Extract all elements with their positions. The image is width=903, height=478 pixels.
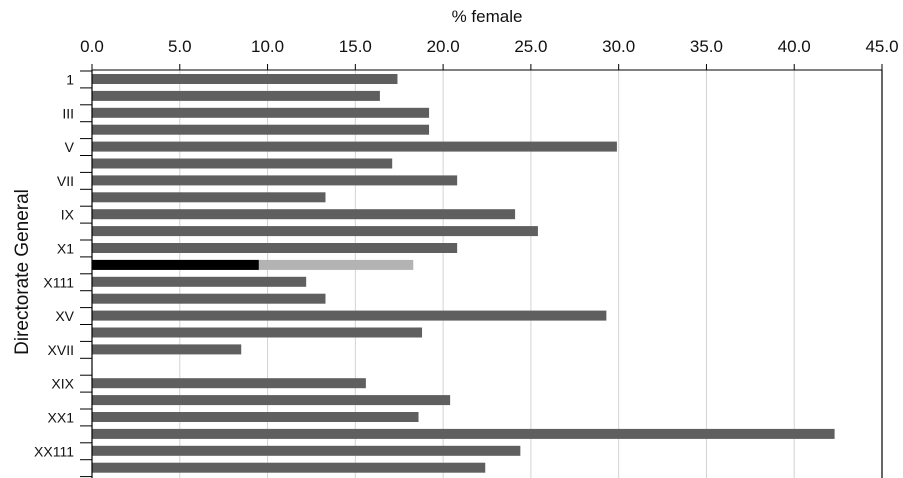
bar xyxy=(92,74,398,84)
bar xyxy=(92,310,607,321)
bar xyxy=(92,124,430,135)
category-label: X1 xyxy=(57,240,74,256)
x-axis-title: % female xyxy=(452,7,523,26)
category-label: XVII xyxy=(48,342,74,358)
axes xyxy=(80,64,883,478)
x-tick-label: 45.0 xyxy=(865,37,898,56)
bar xyxy=(92,175,458,186)
bar xyxy=(92,412,419,422)
x-tick-label: 0.0 xyxy=(80,37,104,56)
bar xyxy=(92,428,835,439)
bar xyxy=(92,395,451,406)
category-label: XX111 xyxy=(34,443,74,459)
bar xyxy=(92,276,307,287)
category-label: X111 xyxy=(43,274,74,290)
x-tick-label: 10.0 xyxy=(251,37,284,56)
gridlines xyxy=(179,70,795,478)
x-tick-label: 15.0 xyxy=(339,37,372,56)
category-label: 1 xyxy=(66,71,74,87)
bar xyxy=(92,327,423,338)
bar-highlight-dark xyxy=(92,259,259,270)
category-label: IX xyxy=(61,207,75,223)
x-tick-label: 40.0 xyxy=(778,37,811,56)
bar xyxy=(92,293,326,304)
category-label: XV xyxy=(55,308,74,324)
bar xyxy=(92,462,486,473)
y-axis-title: Directorate General xyxy=(12,189,33,355)
bar xyxy=(92,158,393,169)
x-tick-label: 20.0 xyxy=(427,37,460,56)
bar xyxy=(92,243,458,253)
bar xyxy=(92,344,242,355)
category-label: XIX xyxy=(51,376,74,392)
bar xyxy=(92,209,516,220)
category-labels: 1 III V VII IX X1 X111 XV XVII XIX XX1 XX111 xyxy=(34,71,75,459)
bar xyxy=(92,378,366,389)
x-tick-label: 5.0 xyxy=(168,37,192,56)
bar xyxy=(92,192,326,203)
category-label: XX1 xyxy=(48,409,75,425)
bar xyxy=(92,226,538,237)
bar xyxy=(92,90,380,101)
category-label: VII xyxy=(57,173,74,189)
x-tick-label: 35.0 xyxy=(690,37,723,56)
bar xyxy=(92,445,521,456)
bars xyxy=(92,74,835,473)
category-label: III xyxy=(62,105,74,121)
bar xyxy=(92,141,617,152)
x-tick-labels: 0.0 5.0 10.0 15.0 20.0 25.0 30.0 35.0 40.0 45.0 xyxy=(80,37,898,56)
category-label: V xyxy=(65,139,75,155)
bar xyxy=(92,107,430,118)
x-tick-label: 25.0 xyxy=(514,37,547,56)
x-tick-label: 30.0 xyxy=(602,37,635,56)
